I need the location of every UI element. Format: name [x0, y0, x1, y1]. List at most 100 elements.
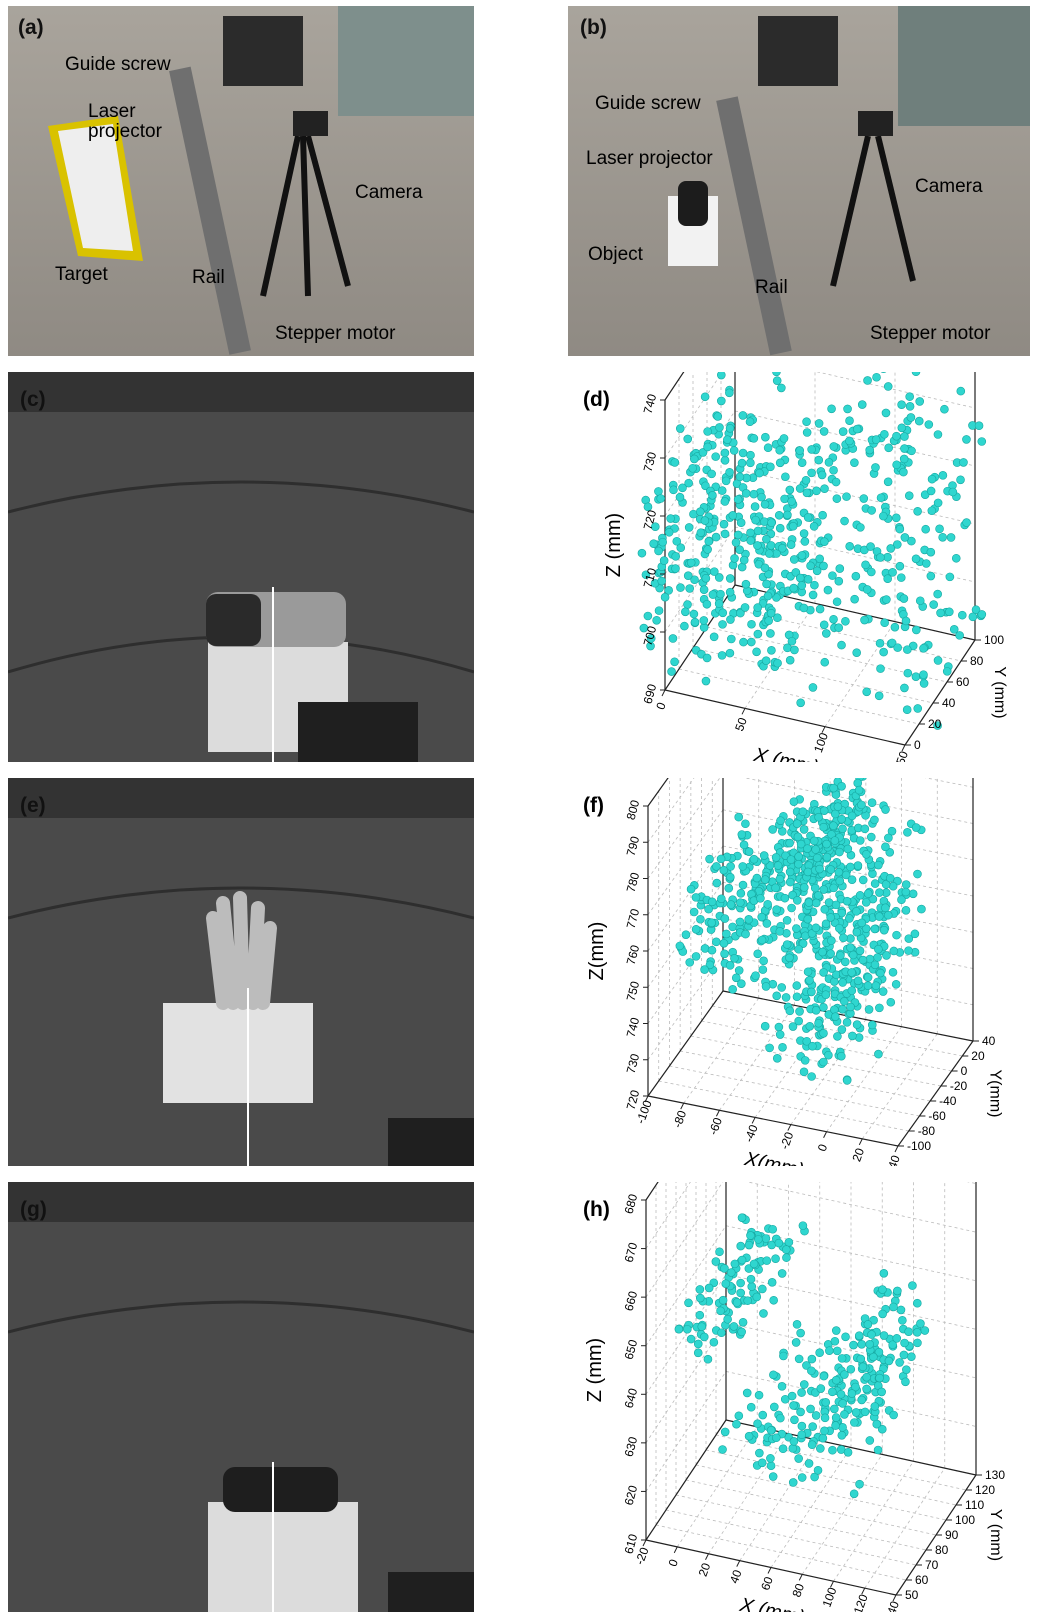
point-cloud	[827, 937, 835, 945]
z-tick-label: 630	[622, 1435, 641, 1458]
point-cloud	[880, 430, 888, 438]
point-cloud	[736, 899, 744, 907]
point-cloud	[861, 825, 869, 833]
point-cloud	[882, 409, 890, 417]
point-cloud	[781, 473, 789, 481]
point-cloud	[827, 913, 835, 921]
point-cloud	[952, 554, 960, 562]
point-cloud	[880, 648, 888, 656]
point-cloud	[721, 530, 729, 538]
z-axis-title: Z (mm)	[584, 1338, 606, 1402]
point-cloud	[878, 1388, 886, 1396]
annotation: Rail	[192, 268, 225, 288]
point-cloud	[774, 659, 782, 667]
point-cloud	[738, 831, 746, 839]
point-cloud	[748, 1283, 756, 1291]
point-cloud	[874, 1050, 882, 1058]
point-cloud	[776, 446, 784, 454]
point-cloud	[835, 924, 843, 932]
y-tick-label: 100	[984, 633, 1004, 647]
point-cloud	[816, 1349, 824, 1357]
point-cloud	[857, 1355, 865, 1363]
point-cloud	[894, 644, 902, 652]
x-tick-label: 0	[653, 700, 669, 711]
y-tick-label: 110	[965, 1498, 984, 1512]
point-cloud	[694, 1340, 702, 1348]
point-cloud	[739, 638, 747, 646]
point-cloud	[744, 1297, 752, 1305]
point-cloud	[774, 862, 782, 870]
point-cloud	[690, 908, 698, 916]
point-cloud	[754, 527, 762, 535]
point-cloud	[853, 928, 861, 936]
point-cloud	[903, 828, 911, 836]
point-cloud	[819, 511, 827, 519]
point-cloud	[885, 444, 893, 452]
point-cloud	[696, 1311, 704, 1319]
point-cloud	[871, 880, 879, 888]
x-tick-label: 40	[885, 1153, 903, 1166]
point-cloud	[808, 1441, 816, 1449]
point-cloud	[812, 924, 820, 932]
point-cloud	[805, 899, 813, 907]
point-cloud	[725, 389, 733, 397]
point-cloud	[735, 813, 743, 821]
photo	[8, 372, 474, 762]
point-cloud	[854, 977, 862, 985]
y-axis-title: Y (mm)	[991, 666, 1008, 718]
point-cloud	[787, 856, 795, 864]
point-cloud	[741, 603, 749, 611]
point-cloud	[838, 1026, 846, 1034]
point-cloud	[834, 803, 842, 811]
point-cloud	[721, 915, 729, 923]
point-cloud	[673, 537, 681, 545]
point-cloud	[798, 1422, 806, 1430]
point-cloud	[870, 816, 878, 824]
point-cloud	[737, 889, 745, 897]
point-cloud	[692, 925, 700, 933]
point-cloud	[710, 633, 718, 641]
point-cloud	[892, 432, 900, 440]
point-cloud	[825, 458, 833, 466]
point-cloud	[912, 555, 920, 563]
photo-panel: (g)	[8, 1182, 474, 1612]
point-cloud	[841, 617, 849, 625]
point-cloud	[873, 1420, 881, 1428]
point-cloud	[849, 951, 857, 959]
point-cloud	[660, 557, 668, 565]
point-cloud	[659, 538, 667, 546]
point-cloud	[783, 916, 791, 924]
point-cloud	[722, 477, 730, 485]
point-cloud	[767, 1426, 775, 1434]
z-tick-label: 670	[622, 1241, 641, 1264]
point-cloud	[871, 463, 879, 471]
y-tick-label: 80	[970, 654, 984, 668]
point-cloud	[839, 428, 847, 436]
chart: 610620630640650660670680-200204060801001…	[568, 1182, 1030, 1612]
point-cloud	[706, 855, 714, 863]
point-cloud	[872, 982, 880, 990]
point-cloud	[760, 957, 768, 965]
point-cloud	[892, 980, 900, 988]
point-cloud	[804, 575, 812, 583]
point-cloud	[871, 925, 879, 933]
point-cloud	[885, 1357, 893, 1365]
point-cloud	[765, 550, 773, 558]
point-cloud	[812, 845, 820, 853]
point-cloud	[733, 1298, 741, 1306]
point-cloud	[881, 806, 889, 814]
point-cloud	[726, 961, 734, 969]
point-cloud	[778, 544, 786, 552]
point-cloud	[890, 1303, 898, 1311]
point-cloud	[854, 779, 862, 787]
point-cloud	[881, 843, 889, 851]
point-cloud	[772, 1434, 780, 1442]
point-cloud	[708, 919, 716, 927]
point-cloud	[836, 565, 844, 573]
point-cloud	[916, 397, 924, 405]
point-cloud	[718, 651, 726, 659]
point-cloud	[922, 560, 930, 568]
point-cloud	[864, 890, 872, 898]
point-cloud	[738, 459, 746, 467]
point-cloud	[801, 1056, 809, 1064]
